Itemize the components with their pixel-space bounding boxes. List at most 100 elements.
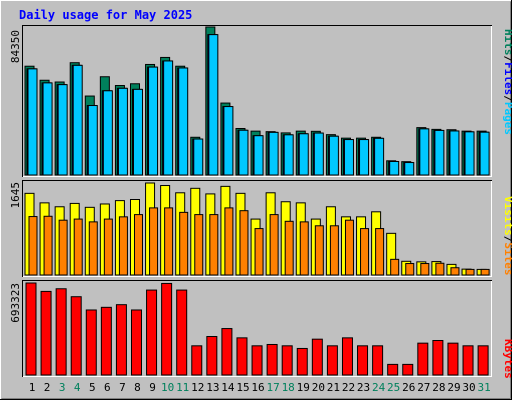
kbytes-bar-day-21 (326, 345, 338, 376)
kbytes-bar-day-24 (372, 345, 384, 376)
x-label-day-14: 14 (221, 381, 235, 394)
sites-bar-day-9 (149, 207, 159, 276)
pages-bar-day-25 (389, 160, 400, 176)
x-label-day-4: 4 (74, 381, 81, 394)
panel-3-max-label: 693323 (9, 283, 22, 323)
sites-bar-day-2 (43, 215, 53, 276)
pages-bar-day-8 (132, 88, 143, 176)
kbytes-bar-day-23 (357, 345, 369, 376)
panel-3-legend: KBytes (502, 339, 512, 379)
panel-kbytes: 693323 KBytes (9, 280, 512, 379)
x-label-day-6: 6 (104, 381, 111, 394)
panel-1-max-label: 84350 (9, 30, 22, 63)
kbytes-bar-day-14 (221, 328, 233, 376)
kbytes-bar-day-29 (447, 342, 459, 376)
x-label-day-23: 23 (357, 381, 370, 394)
x-label-day-26: 26 (402, 381, 415, 394)
legend-visits: Visits (502, 196, 512, 236)
sites-bar-day-23 (360, 228, 370, 276)
kbytes-bar-day-11 (176, 289, 188, 376)
sites-bar-day-24 (375, 228, 385, 276)
kbytes-bar-day-22 (341, 337, 353, 376)
pages-bar-day-27 (419, 128, 430, 176)
panel-pages-files-hits: 84350 Hits/Files/Pages (9, 25, 512, 177)
legend-kbytes: KBytes (502, 339, 512, 379)
kbytes-bar-day-17 (266, 343, 278, 376)
sites-bar-day-30 (465, 268, 475, 276)
kbytes-bar-day-27 (417, 342, 429, 376)
kbytes-bar-day-3 (55, 288, 67, 376)
pages-bar-day-28 (434, 129, 445, 176)
sites-bar-day-7 (118, 216, 128, 276)
sites-bar-day-29 (450, 267, 460, 276)
pages-bar-day-21 (328, 135, 339, 176)
pages-bar-day-20 (313, 132, 324, 176)
kbytes-bar-day-26 (402, 363, 414, 376)
pages-bar-day-16 (253, 135, 264, 176)
x-label-day-12: 12 (191, 381, 204, 394)
x-label-day-27: 27 (417, 381, 430, 394)
x-label-day-19: 19 (297, 381, 310, 394)
kbytes-bar-day-9 (146, 289, 158, 376)
sites-bar-day-1 (28, 216, 38, 276)
pages-bar-day-13 (208, 34, 219, 176)
sites-bar-day-19 (299, 221, 309, 276)
pages-bar-day-7 (117, 87, 128, 176)
pages-bar-day-1 (27, 68, 38, 176)
x-label-day-8: 8 (134, 381, 141, 394)
pages-bar-day-3 (57, 84, 68, 176)
kbytes-bar-day-13 (206, 336, 218, 376)
kbytes-bar-day-30 (462, 345, 474, 376)
kbytes-bar-day-15 (236, 337, 248, 376)
kbytes-bar-day-2 (40, 290, 52, 376)
legend-hits: Hits (502, 29, 512, 56)
x-label-day-3: 3 (59, 381, 66, 394)
pages-bar-day-23 (359, 139, 370, 176)
sites-bar-day-22 (344, 219, 354, 276)
x-label-day-9: 9 (149, 381, 156, 394)
sites-bar-day-28 (435, 262, 445, 276)
chart-title: Daily usage for May 2025 (19, 8, 192, 22)
pages-bar-day-12 (193, 138, 204, 176)
sites-bar-day-6 (103, 218, 113, 276)
sites-bar-day-3 (58, 219, 68, 276)
pages-bar-day-30 (464, 131, 475, 176)
pages-bar-day-9 (148, 66, 159, 176)
pages-bar-day-2 (42, 82, 53, 176)
sites-bar-day-26 (405, 263, 415, 276)
x-label-day-30: 30 (462, 381, 475, 394)
pages-bar-day-22 (343, 139, 354, 176)
x-axis-day-labels: 1 2 3 4 5 6 7 8 9 10 11 12 13 14 15 16 17 18 19 20 21 22 23 24 2… (29, 381, 491, 394)
x-label-day-31: 31 (477, 381, 490, 394)
x-label-day-21: 21 (327, 381, 340, 394)
x-label-day-10: 10 (161, 381, 174, 394)
sites-bar-day-8 (133, 214, 143, 276)
x-label-day-22: 22 (342, 381, 355, 394)
legend-pages: Pages (502, 102, 512, 135)
legend-sites: Sites (502, 242, 512, 275)
sites-bar-day-27 (420, 263, 430, 276)
sites-bar-day-25 (390, 258, 400, 276)
pages-bar-day-5 (87, 105, 98, 176)
sites-bar-day-31 (480, 268, 490, 276)
x-label-day-25: 25 (387, 381, 400, 394)
x-label-day-5: 5 (89, 381, 96, 394)
pages-bar-day-17 (268, 131, 279, 176)
pages-bar-day-24 (374, 137, 385, 176)
x-label-day-11: 11 (176, 381, 189, 394)
x-label-day-16: 16 (251, 381, 264, 394)
x-label-day-24: 24 (372, 381, 386, 394)
x-label-day-1: 1 (29, 381, 36, 394)
pages-bar-day-18 (283, 134, 294, 176)
pages-bar-day-6 (102, 90, 113, 176)
x-label-day-28: 28 (432, 381, 445, 394)
sites-bar-day-16 (254, 228, 264, 276)
sites-bar-day-18 (284, 220, 294, 276)
kbytes-bar-day-12 (191, 345, 203, 376)
kbytes-bar-day-8 (130, 309, 142, 376)
sites-bar-day-15 (239, 210, 249, 276)
x-label-day-13: 13 (206, 381, 219, 394)
pages-bar-day-11 (178, 67, 189, 176)
panel-2-max-label: 1645 (9, 182, 22, 209)
